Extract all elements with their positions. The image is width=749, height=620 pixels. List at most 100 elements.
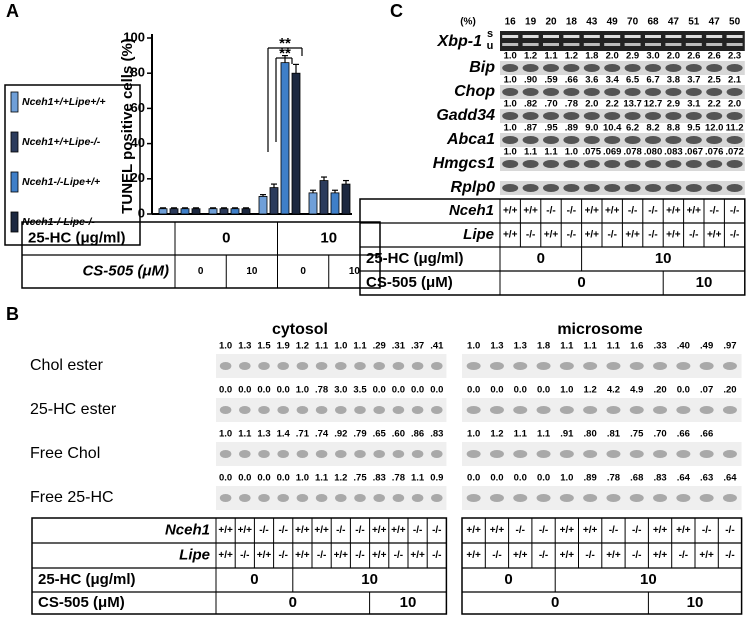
ratio-value: 11.2 <box>726 123 744 134</box>
table-cell: +/+ <box>666 206 681 217</box>
table-cell: +/+ <box>295 525 310 536</box>
ratio-value: 6.7 <box>646 75 659 86</box>
table-cell: +/+ <box>410 550 425 561</box>
table-cell: +/+ <box>391 525 406 536</box>
ratio-value: 1.0 <box>560 473 573 484</box>
blot-band <box>583 112 600 120</box>
ratio-value: .20 <box>723 385 736 396</box>
y-axis-label: TUNEL positive cells (%) <box>119 38 136 214</box>
table-cell: +/+ <box>490 525 505 536</box>
table-cell: +/+ <box>560 550 575 561</box>
blot-band <box>706 64 723 72</box>
tlc-spot <box>411 406 424 414</box>
ratio-value: 3.0 <box>646 51 659 62</box>
ratio-value: .70 <box>544 99 557 110</box>
blot-band <box>726 160 743 168</box>
table-cell: +/+ <box>466 525 481 536</box>
ratio-value: 1.0 <box>560 385 573 396</box>
blot-band <box>583 88 600 96</box>
table-cell: +/+ <box>605 206 620 217</box>
ratio-value: .92 <box>334 429 347 440</box>
table-cell: -/- <box>607 230 616 241</box>
ratio-value: 12.7 <box>644 99 663 110</box>
ratio-value: 1.5 <box>257 341 271 352</box>
table-cell: +/+ <box>503 206 518 217</box>
tlc-spot <box>722 494 737 502</box>
gel-band <box>502 35 519 38</box>
tlc-spot <box>373 450 385 458</box>
blot-band <box>645 64 661 72</box>
ratio-value: .31 <box>392 341 406 352</box>
tlc-spot <box>277 494 289 502</box>
tlc-spot <box>431 450 443 458</box>
ratio-value: 0.0 <box>277 473 290 484</box>
ratio-value: .37 <box>411 341 424 352</box>
blot-band <box>706 136 723 144</box>
ratio-value: 8.8 <box>667 123 680 134</box>
blot-band <box>726 136 743 144</box>
gene-label: Xbp-1 <box>437 33 483 50</box>
blot-band <box>665 160 682 168</box>
ratio-value: 2.2 <box>606 99 619 110</box>
table-cell: +/+ <box>676 525 691 536</box>
bar <box>191 208 201 215</box>
ratio-value: 0.0 <box>537 473 550 484</box>
tlc-spot <box>431 406 443 414</box>
tlc-spot <box>335 450 347 458</box>
tlc-spot <box>699 494 714 502</box>
blot-band <box>604 184 621 192</box>
ratio-value: .072 <box>725 147 744 158</box>
ratio-value: 0.0 <box>277 385 290 396</box>
panel-label: C <box>390 1 403 21</box>
tlc-spot <box>392 450 405 458</box>
ratio-value: 4.9 <box>630 385 643 396</box>
table-frame <box>31 517 448 615</box>
blot-band <box>726 184 743 192</box>
ratio-value: .63 <box>700 473 713 484</box>
row-label: 25-HC ester <box>30 401 117 418</box>
gel-band <box>543 43 559 46</box>
table-row-label: 25-HC (μg/ml) <box>38 571 136 588</box>
blot-band <box>645 136 661 144</box>
ratio-value: .89 <box>565 123 578 134</box>
tlc-strip <box>216 442 447 466</box>
ratio-value: .66 <box>677 429 690 440</box>
bar <box>308 192 318 215</box>
tlc-spot <box>219 450 232 458</box>
y-tick-label: 60 <box>131 100 145 115</box>
table-cell: +/+ <box>503 230 518 241</box>
bar <box>280 62 290 215</box>
table-cell: 10 <box>400 594 417 611</box>
ratio-value: 1.1 <box>544 147 558 158</box>
tlc-strip <box>462 442 742 466</box>
ratio-value: 1.1 <box>544 51 558 62</box>
ratio-value: .78 <box>607 473 620 484</box>
ratio-value: 2.6 <box>687 51 700 62</box>
blot-band <box>685 184 702 192</box>
table-cell: -/- <box>259 525 268 536</box>
tlc-spot <box>583 362 598 370</box>
tlc-spot <box>629 406 644 414</box>
ratio-value: 0.0 <box>537 385 550 396</box>
ratio-value: 2.9 <box>626 51 639 62</box>
tlc-spot <box>258 494 270 502</box>
ratio-value: 2.3 <box>728 51 741 62</box>
bar <box>158 208 168 215</box>
table-cell: 10 <box>687 594 704 611</box>
ratio-value: .41 <box>430 341 444 352</box>
blot-strip <box>500 109 745 123</box>
tlc-spot <box>513 450 528 458</box>
tlc-spot <box>354 450 366 458</box>
ratio-value: 3.5 <box>353 385 367 396</box>
ratio-value: .66 <box>565 75 578 86</box>
ratio-value: 2.5 <box>708 75 722 86</box>
table-cell: -/- <box>546 206 555 217</box>
gel-band <box>522 35 539 38</box>
table-cell: +/+ <box>707 230 722 241</box>
percent-value: 68 <box>647 17 659 28</box>
ratio-value: 1.2 <box>584 385 597 396</box>
tlc-spot <box>431 494 443 502</box>
table-cell: -/- <box>317 550 326 561</box>
ratio-value: 1.2 <box>524 51 537 62</box>
tlc-spot <box>513 362 528 370</box>
